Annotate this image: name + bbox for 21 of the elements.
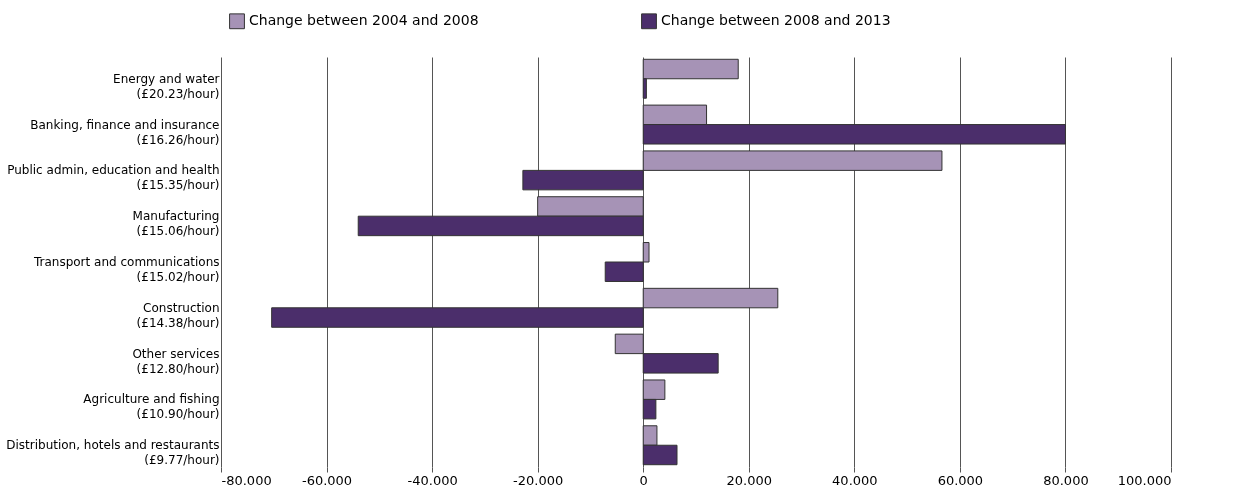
y-tick-label: Transport and communications (£15.02/hour) [32,255,220,284]
y-tick-label: Construction (£14.38/hour) [136,300,220,330]
x-tick-label: 40.000 [832,472,878,488]
y-tick-label: Banking, finance and insurance (£16.26/hour) [30,117,220,147]
y-tick-label: Other services (£12.80/hour) [132,346,220,376]
y-tick-label: Distribution, hotels and restaurants (£9.77/hour) [6,438,220,468]
y-tick-label: Public admin, education and health (£15.35/hour) [7,163,220,193]
x-tick-label: -60.000 [301,472,353,488]
x-tick-label: 0 [639,472,648,488]
x-tick-label: 20.000 [726,472,773,488]
y-tick-label: Manufacturing (£15.06/hour) [132,209,220,239]
x-tick-label: 80.000 [1043,472,1089,488]
legend-label: Change between 2008 and 2013 [661,12,891,29]
x-tick-label: 60.000 [937,472,984,488]
legend-label: Change between 2004 and 2008 [249,12,479,29]
y-tick-label: Energy and water (£20.23/hour) [113,71,220,101]
x-tick-label: -40.000 [407,472,458,488]
x-tick-label: -20.000 [513,472,564,488]
x-tick-label: 100.000 [1117,472,1172,488]
x-tick-label: -80.000 [221,472,272,488]
y-tick-label: Agriculture and fishing (£10.90/hour) [83,392,220,422]
